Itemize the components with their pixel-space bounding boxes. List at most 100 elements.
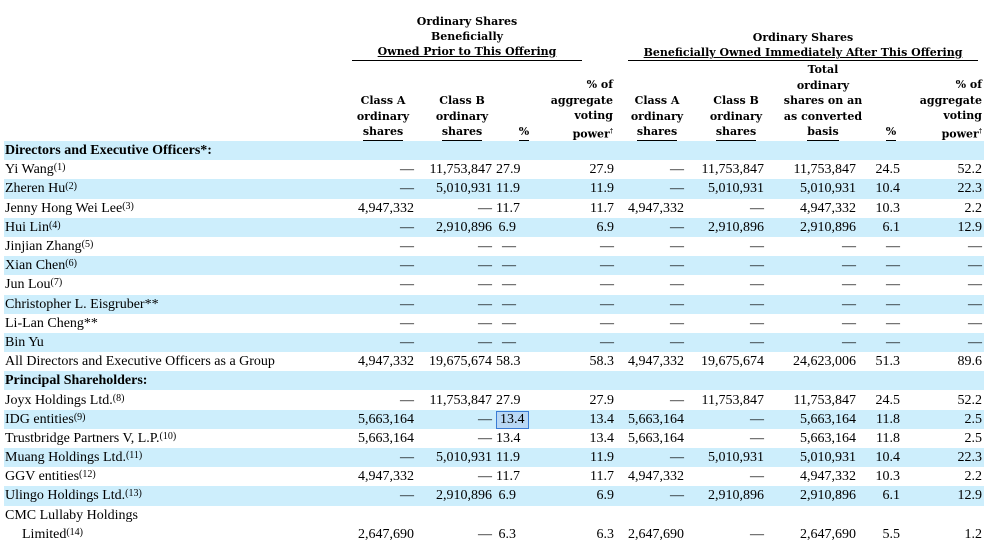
holder-name: Li-Lan Cheng**: [4, 314, 352, 333]
cell-value: —: [770, 237, 864, 256]
group-rule: [628, 60, 978, 61]
cell-text: 5,010,931: [436, 450, 492, 465]
cell-text: —: [400, 220, 414, 235]
cell-value: —: [688, 429, 770, 448]
cell-value: [688, 506, 770, 525]
cell-text: 5,663,164: [800, 412, 856, 427]
cell-text: 11.9: [496, 450, 520, 465]
cell-value: 11.9: [538, 179, 614, 198]
cell-text: 27.9: [496, 162, 521, 177]
cell-value: 11.7: [538, 467, 614, 486]
cell-value: —: [538, 275, 614, 294]
cell-text: 10.3: [876, 469, 901, 484]
cell-value: —: [770, 314, 864, 333]
group-header-prior: Ordinary Shares Beneficially Owned Prior…: [352, 14, 582, 59]
table-row: Trustbridge Partners V, L.P.(10) 5,663,16…: [4, 429, 984, 448]
cell-value: —: [538, 237, 614, 256]
cell-value: —: [614, 486, 688, 505]
cell-text: 4,947,332: [628, 201, 684, 216]
cell-value: —: [538, 314, 614, 333]
cell-text: 13.4: [590, 431, 615, 446]
cell-value: 10.4: [864, 448, 904, 467]
cell-value: [864, 371, 904, 390]
table-row: Joyx Holdings Ltd.(8) —11,753,847 27.9 27.9…: [4, 390, 984, 409]
cell-value: —: [496, 237, 538, 256]
cell-text: 4,947,332: [628, 354, 684, 369]
cell-value: 11.9: [538, 448, 614, 467]
cell-text: 1.2: [965, 527, 983, 542]
cell-text: 6.9: [499, 488, 517, 503]
cell-value: 1.2: [904, 525, 984, 544]
col-header-voting-prior: % of aggregate voting power†: [540, 77, 613, 143]
footnote-ref: (2): [65, 181, 77, 192]
cell-text: 11.7: [590, 201, 614, 216]
cell-text: —: [670, 181, 684, 196]
cell-value: [414, 141, 496, 160]
cell-text: 2,647,690: [800, 527, 856, 542]
cell-value: —: [352, 218, 414, 237]
cell-value: [352, 141, 414, 160]
cell-value: —: [688, 467, 770, 486]
cell-value: —: [864, 295, 904, 314]
cell-text: 27.9: [590, 393, 615, 408]
cell-text: 2,910,896: [800, 220, 856, 235]
cell-text: —: [502, 316, 516, 331]
cell-text: 24.5: [876, 393, 901, 408]
cell-text: —: [750, 335, 764, 350]
cell-value: —: [904, 314, 984, 333]
cell-value: 4,947,332: [614, 467, 688, 486]
cell-value: —: [414, 333, 496, 352]
row-label: Directors and Executive Officers*:: [5, 143, 212, 158]
cell-text: —: [842, 316, 856, 331]
cell-value: —: [688, 199, 770, 218]
col-header-total-after: Total ordinary shares on an as converted…: [776, 62, 870, 141]
section-label: Directors and Executive Officers*:: [4, 141, 352, 160]
cell-value: —: [688, 237, 770, 256]
cell-value: 24.5: [864, 390, 904, 409]
cell-value: —: [864, 275, 904, 294]
cell-text: 5,663,164: [358, 431, 414, 446]
col-header-line: shares on an: [776, 93, 870, 109]
cell-value: 11.8: [864, 429, 904, 448]
cell-value: 19,675,674: [414, 352, 496, 371]
row-label: Hui Lin: [5, 220, 49, 235]
cell-value: —: [538, 295, 614, 314]
cell-text: —: [670, 297, 684, 312]
cell-text: 11.9: [590, 450, 614, 465]
footnote-ref: (14): [66, 527, 83, 538]
cell-value: 5,663,164: [770, 410, 864, 429]
cell-value: —: [352, 486, 414, 505]
cell-value: —: [414, 429, 496, 448]
cell-text: —: [750, 527, 764, 542]
cell-value: 6.1: [864, 486, 904, 505]
section-row: Principal Shareholders:: [4, 371, 984, 390]
col-header-class-b-prior: Class B ordinary shares: [428, 93, 496, 141]
table-row: Jun Lou(7) — — — — — — — — —: [4, 275, 984, 294]
cell-text: 13.4: [496, 431, 521, 446]
cell-text: —: [750, 201, 764, 216]
cell-value: —: [614, 218, 688, 237]
cell-text: —: [968, 258, 982, 273]
cell-text: —: [670, 335, 684, 350]
cell-text: 19,675,674: [701, 354, 764, 369]
cell-value: 6.3: [538, 525, 614, 544]
row-label: Christopher L. Eisgruber**: [5, 297, 159, 312]
ownership-table: Directors and Executive Officers*: Yi Wan…: [4, 141, 984, 544]
cell-text: —: [886, 239, 900, 254]
cell-text: 2,647,690: [358, 527, 414, 542]
cell-text: 2,910,896: [436, 488, 492, 503]
cell-value: [904, 371, 984, 390]
cell-value: —: [904, 275, 984, 294]
table-row: Jinjian Zhang(5) — — — — — — — — —: [4, 237, 984, 256]
table-row: Xian Chen(6) — — — — — — — — —: [4, 256, 984, 275]
table-row: Ulingo Holdings Ltd.(13) — 2,910,896 6.9 6.9…: [4, 486, 984, 505]
cell-text: 5,010,931: [708, 181, 764, 196]
cell-text: —: [886, 277, 900, 292]
cell-text: 11,753,847: [430, 393, 492, 408]
cell-value: 13.4: [496, 410, 538, 429]
cell-value: —: [496, 275, 538, 294]
cell-value: [688, 141, 770, 160]
section-label: Principal Shareholders:: [4, 371, 352, 390]
cell-value: 10.3: [864, 467, 904, 486]
cell-value: —: [414, 467, 496, 486]
